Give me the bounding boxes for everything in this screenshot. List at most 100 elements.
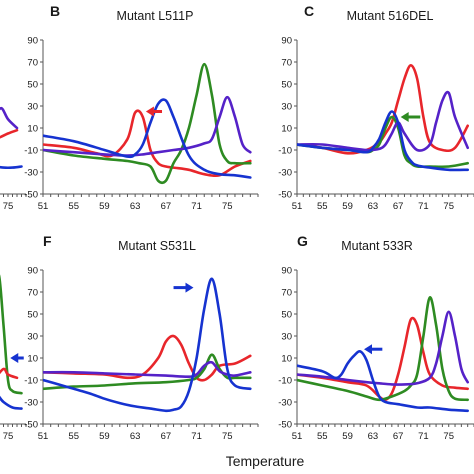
annotation-arrow [400, 112, 421, 122]
chart-panel-partial-0: 75 [0, 106, 27, 212]
panel-letter: F [43, 233, 52, 249]
series-line-1 [0, 367, 19, 380]
x-tick-label: 75 [222, 201, 233, 212]
x-tick-label: 75 [3, 431, 14, 442]
series-line-2 [297, 310, 469, 386]
x-tick-label: 55 [68, 201, 79, 212]
panel-letter: C [304, 3, 314, 19]
series-line-2 [297, 90, 469, 152]
y-tick-label: -30 [24, 168, 38, 179]
x-tick-label: 67 [393, 431, 404, 442]
panel-title: Mutant S531L [118, 239, 196, 253]
x-tick-label: 75 [3, 201, 14, 212]
y-tick-label: 10 [281, 354, 292, 365]
panel-title: Mutant 533R [341, 239, 413, 253]
series-line-3 [43, 98, 252, 179]
x-tick-label: 51 [292, 431, 303, 442]
series-line-0 [43, 334, 252, 382]
series-line-3 [297, 350, 469, 413]
y-tick-label: -50 [278, 190, 292, 201]
series-line-0 [0, 128, 19, 139]
x-tick-label: 67 [393, 201, 404, 212]
series-group [43, 277, 252, 413]
series-line-2 [0, 395, 23, 410]
x-tick-label: 71 [418, 201, 429, 212]
x-tick-label: 67 [161, 201, 172, 212]
y-tick-label: 50 [281, 310, 292, 321]
series-line-3 [297, 110, 469, 172]
series-line-2 [0, 165, 23, 170]
panel-title: Mutant L511P [117, 9, 194, 23]
panel-letter: B [50, 3, 60, 19]
x-tick-label: 63 [368, 431, 379, 442]
x-tick-label: 51 [38, 431, 49, 442]
x-tick-label: 71 [418, 431, 429, 442]
x-tick-label: 67 [161, 431, 172, 442]
series-line-0 [0, 274, 23, 395]
y-tick-label: -30 [278, 398, 292, 409]
annotation-arrow [364, 344, 383, 355]
x-tick-label: 55 [317, 201, 328, 212]
y-tick-label: -50 [24, 190, 38, 201]
series-line-1 [297, 296, 469, 402]
series-line-2 [43, 95, 252, 157]
y-tick-label: -30 [278, 168, 292, 179]
series-line-3 [43, 277, 252, 413]
x-tick-label: 51 [38, 201, 49, 212]
x-tick-label: 75 [443, 201, 454, 212]
y-tick-label: -10 [24, 376, 38, 387]
y-tick-label: 70 [281, 288, 292, 299]
y-tick-label: 70 [281, 58, 292, 69]
chart-panel-partial-3: 75 [0, 274, 27, 442]
x-axis-label: Temperature [226, 453, 305, 469]
series-line-1 [297, 115, 469, 169]
y-tick-label: 30 [281, 332, 292, 343]
y-tick-label: 90 [27, 266, 38, 277]
y-tick-label: 30 [281, 102, 292, 113]
y-tick-label: 90 [281, 266, 292, 277]
x-tick-label: 59 [99, 201, 110, 212]
y-tick-label: -50 [278, 420, 292, 431]
series-line-0 [297, 316, 469, 402]
x-tick-label: 63 [368, 201, 379, 212]
y-tick-label: 10 [27, 354, 38, 365]
x-tick-label: 55 [317, 431, 328, 442]
annotation-arrow [173, 282, 194, 293]
x-tick-label: 55 [68, 431, 79, 442]
y-tick-label: 30 [27, 102, 38, 113]
x-tick-label: 51 [292, 201, 303, 212]
x-tick-label: 59 [342, 431, 353, 442]
y-tick-label: 90 [27, 36, 38, 47]
y-tick-label: -10 [24, 146, 38, 157]
y-tick-label: 90 [281, 36, 292, 47]
annotation-arrow [145, 106, 163, 117]
x-tick-label: 63 [130, 201, 141, 212]
x-tick-label: 71 [191, 431, 202, 442]
x-tick-label: 63 [130, 431, 141, 442]
x-tick-label: 75 [222, 431, 233, 442]
panel-letter: G [297, 233, 308, 249]
y-tick-label: 50 [281, 80, 292, 91]
series-group [0, 274, 24, 410]
y-tick-label: 50 [27, 310, 38, 321]
series-line-0 [43, 109, 252, 178]
series-group [297, 296, 469, 413]
y-tick-label: 50 [27, 80, 38, 91]
series-group [297, 64, 469, 172]
y-tick-label: -30 [24, 398, 38, 409]
x-tick-label: 59 [342, 201, 353, 212]
series-line-1 [0, 106, 19, 130]
x-tick-label: 75 [443, 431, 454, 442]
y-tick-label: -10 [278, 146, 292, 157]
panel-title: Mutant 516DEL [347, 9, 434, 23]
y-tick-label: -10 [278, 376, 292, 387]
series-line-1 [43, 62, 252, 185]
y-tick-label: 30 [27, 332, 38, 343]
annotation-arrow [10, 353, 24, 363]
series-line-1 [43, 353, 252, 391]
